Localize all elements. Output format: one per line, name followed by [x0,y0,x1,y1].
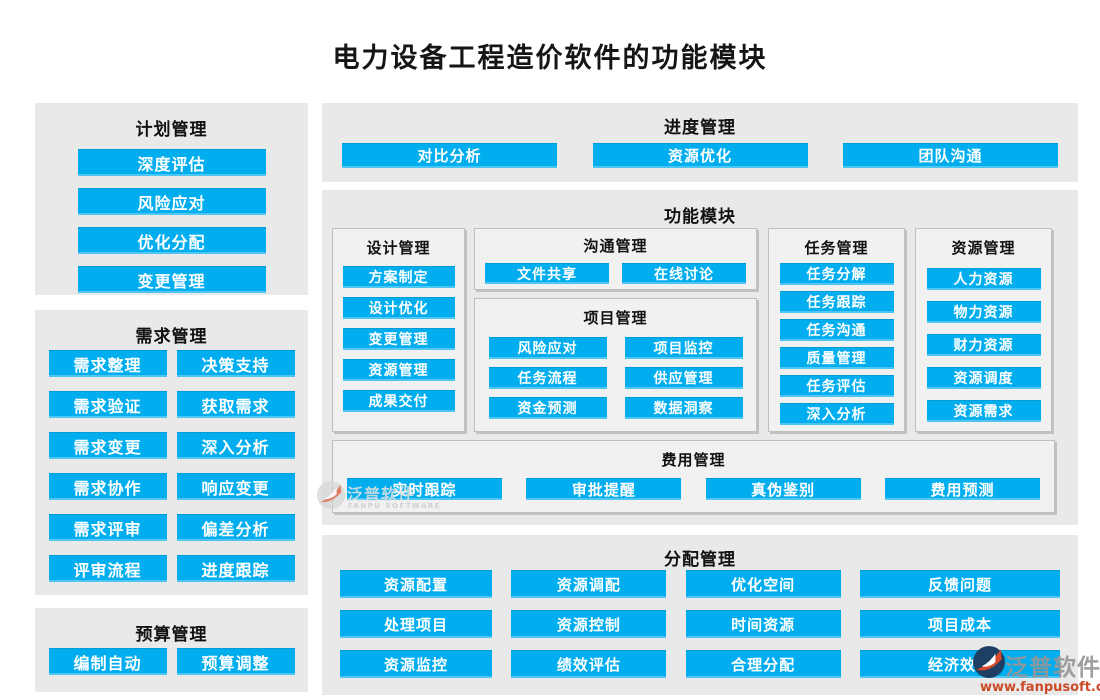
module-button[interactable]: 获取需求 [176,391,295,418]
module-button[interactable]: 深入分析 [779,403,894,425]
module-button[interactable]: 团队沟通 [843,143,1058,168]
module-button[interactable]: 方案制定 [342,266,455,288]
module-button[interactable]: 响应变更 [176,473,295,500]
module-button[interactable]: 任务沟通 [779,319,894,341]
module-button[interactable]: 对比分析 [342,143,557,168]
module-button[interactable]: 深度评估 [77,149,266,176]
panel-plan-management: 计划管理 深度评估 风险应对 优化分配 变更管理 [35,103,308,295]
module-button[interactable]: 风险应对 [77,188,266,215]
module-button[interactable]: 资金预测 [488,397,607,419]
panel-title: 计划管理 [135,120,208,140]
panel-title: 进度管理 [664,118,736,138]
module-button[interactable]: 文件共享 [485,263,609,284]
subpanel-title: 任务管理 [804,239,869,257]
module-button[interactable]: 人力资源 [926,268,1041,290]
module-button[interactable]: 资源需求 [926,400,1041,422]
button-grid: 资源配置 资源调配 优化空间 反馈问题 处理项目 资源控制 时间资源 项目成本 … [322,570,1078,678]
panel-budget-management: 预算管理 编制自动 预算调整 [35,608,308,692]
module-button[interactable]: 资源优化 [592,143,808,168]
module-button[interactable]: 偏差分析 [176,514,295,541]
module-button[interactable]: 真伪鉴别 [705,478,861,500]
module-button[interactable]: 成果交付 [342,390,455,412]
subpanel-design-management: 设计管理 方案制定 设计优化 变更管理 资源管理 成果交付 [332,228,465,432]
module-button[interactable]: 资源调配 [511,570,667,598]
subpanel-cost-management: 费用管理 实时跟踪 审批提醒 真伪鉴别 费用预测 [332,440,1055,513]
panel-title: 预算管理 [135,625,208,645]
module-button[interactable]: 资源配置 [340,570,492,598]
subpanel-title: 费用管理 [661,451,726,469]
module-button[interactable]: 深入分析 [176,432,295,459]
module-button[interactable]: 时间资源 [685,610,841,638]
module-button[interactable]: 项目成本 [859,610,1060,638]
module-button[interactable]: 需求变更 [48,432,167,459]
panel-title: 需求管理 [135,327,208,347]
module-button[interactable]: 资源管理 [342,359,455,381]
panel-function-modules: 功能模块 设计管理 方案制定 设计优化 变更管理 资源管理 成果交付 沟通管理 … [322,190,1078,525]
module-button[interactable]: 供应管理 [624,367,743,389]
module-button[interactable]: 质量管理 [779,347,894,369]
module-button[interactable]: 处理项目 [340,610,492,638]
module-button[interactable]: 反馈问题 [859,570,1060,598]
subpanel-title: 资源管理 [951,239,1016,257]
panel-title: 分配管理 [664,550,736,570]
module-button[interactable]: 任务流程 [488,367,607,389]
module-button[interactable]: 绩效评估 [511,650,667,678]
subpanel-title: 沟通管理 [583,237,648,255]
module-button[interactable]: 财力资源 [926,334,1041,356]
module-button[interactable]: 在线讨论 [622,263,746,284]
module-button[interactable]: 费用预测 [884,478,1040,500]
module-button[interactable]: 需求验证 [48,391,167,418]
module-button[interactable]: 风险应对 [488,337,607,359]
module-button[interactable]: 变更管理 [342,328,455,350]
button-grid: 编制自动 预算调整 [35,648,308,675]
subpanel-communication-management: 沟通管理 文件共享 在线讨论 [474,228,757,290]
subpanel-task-management: 任务管理 任务分解 任务跟踪 任务沟通 质量管理 任务评估 深入分析 [768,228,905,432]
button-grid: 风险应对 项目监控 任务流程 供应管理 资金预测 数据洞察 [475,337,756,419]
panel-title: 功能模块 [664,207,736,227]
module-button[interactable]: 合理分配 [685,650,841,678]
module-button[interactable]: 预算调整 [176,648,295,675]
module-button[interactable]: 决策支持 [176,350,295,377]
panel-allocation-management: 分配管理 资源配置 资源调配 优化空间 反馈问题 处理项目 资源控制 时间资源 … [322,535,1078,695]
module-button[interactable]: 任务分解 [779,263,894,285]
module-button[interactable]: 需求协作 [48,473,167,500]
module-button[interactable]: 资源监控 [340,650,492,678]
module-button[interactable]: 优化空间 [685,570,841,598]
module-button[interactable]: 编制自动 [48,648,167,675]
module-button[interactable]: 需求评审 [48,514,167,541]
module-button[interactable]: 变更管理 [77,266,266,293]
module-button[interactable]: 需求整理 [48,350,167,377]
module-button[interactable]: 任务评估 [779,375,894,397]
subpanel-title: 设计管理 [366,239,431,257]
module-button[interactable]: 数据洞察 [624,397,743,419]
module-button[interactable]: 物力资源 [926,301,1041,323]
module-button[interactable]: 进度跟踪 [176,555,295,582]
page-title: 电力设备工程造价软件的功能模块 [332,43,768,74]
module-button[interactable]: 资源控制 [511,610,667,638]
subpanel-project-management: 项目管理 风险应对 项目监控 任务流程 供应管理 资金预测 数据洞察 [474,298,757,432]
module-button[interactable]: 资源调度 [926,367,1041,389]
panel-demand-management: 需求管理 需求整理 决策支持 需求验证 获取需求 需求变更 深入分析 需求协作 … [35,310,308,595]
module-button[interactable]: 实时跟踪 [347,478,502,500]
button-row: 文件共享 在线讨论 [475,263,756,284]
module-button[interactable]: 任务跟踪 [779,291,894,313]
panel-progress-management: 进度管理 对比分析 资源优化 团队沟通 [322,103,1078,182]
button-row: 对比分析 资源优化 团队沟通 [322,143,1078,168]
module-button[interactable]: 经济效益 [859,650,1060,678]
button-row: 实时跟踪 审批提醒 真伪鉴别 费用预测 [333,478,1054,500]
module-button[interactable]: 审批提醒 [526,478,682,500]
module-button[interactable]: 设计优化 [342,297,455,319]
button-grid: 需求整理 决策支持 需求验证 获取需求 需求变更 深入分析 需求协作 响应变更 … [35,350,308,582]
subpanel-resource-management: 资源管理 人力资源 物力资源 财力资源 资源调度 资源需求 [915,228,1052,432]
module-button[interactable]: 评审流程 [48,555,167,582]
module-button[interactable]: 优化分配 [77,227,266,254]
module-button[interactable]: 项目监控 [624,337,743,359]
subpanel-title: 项目管理 [583,309,648,327]
